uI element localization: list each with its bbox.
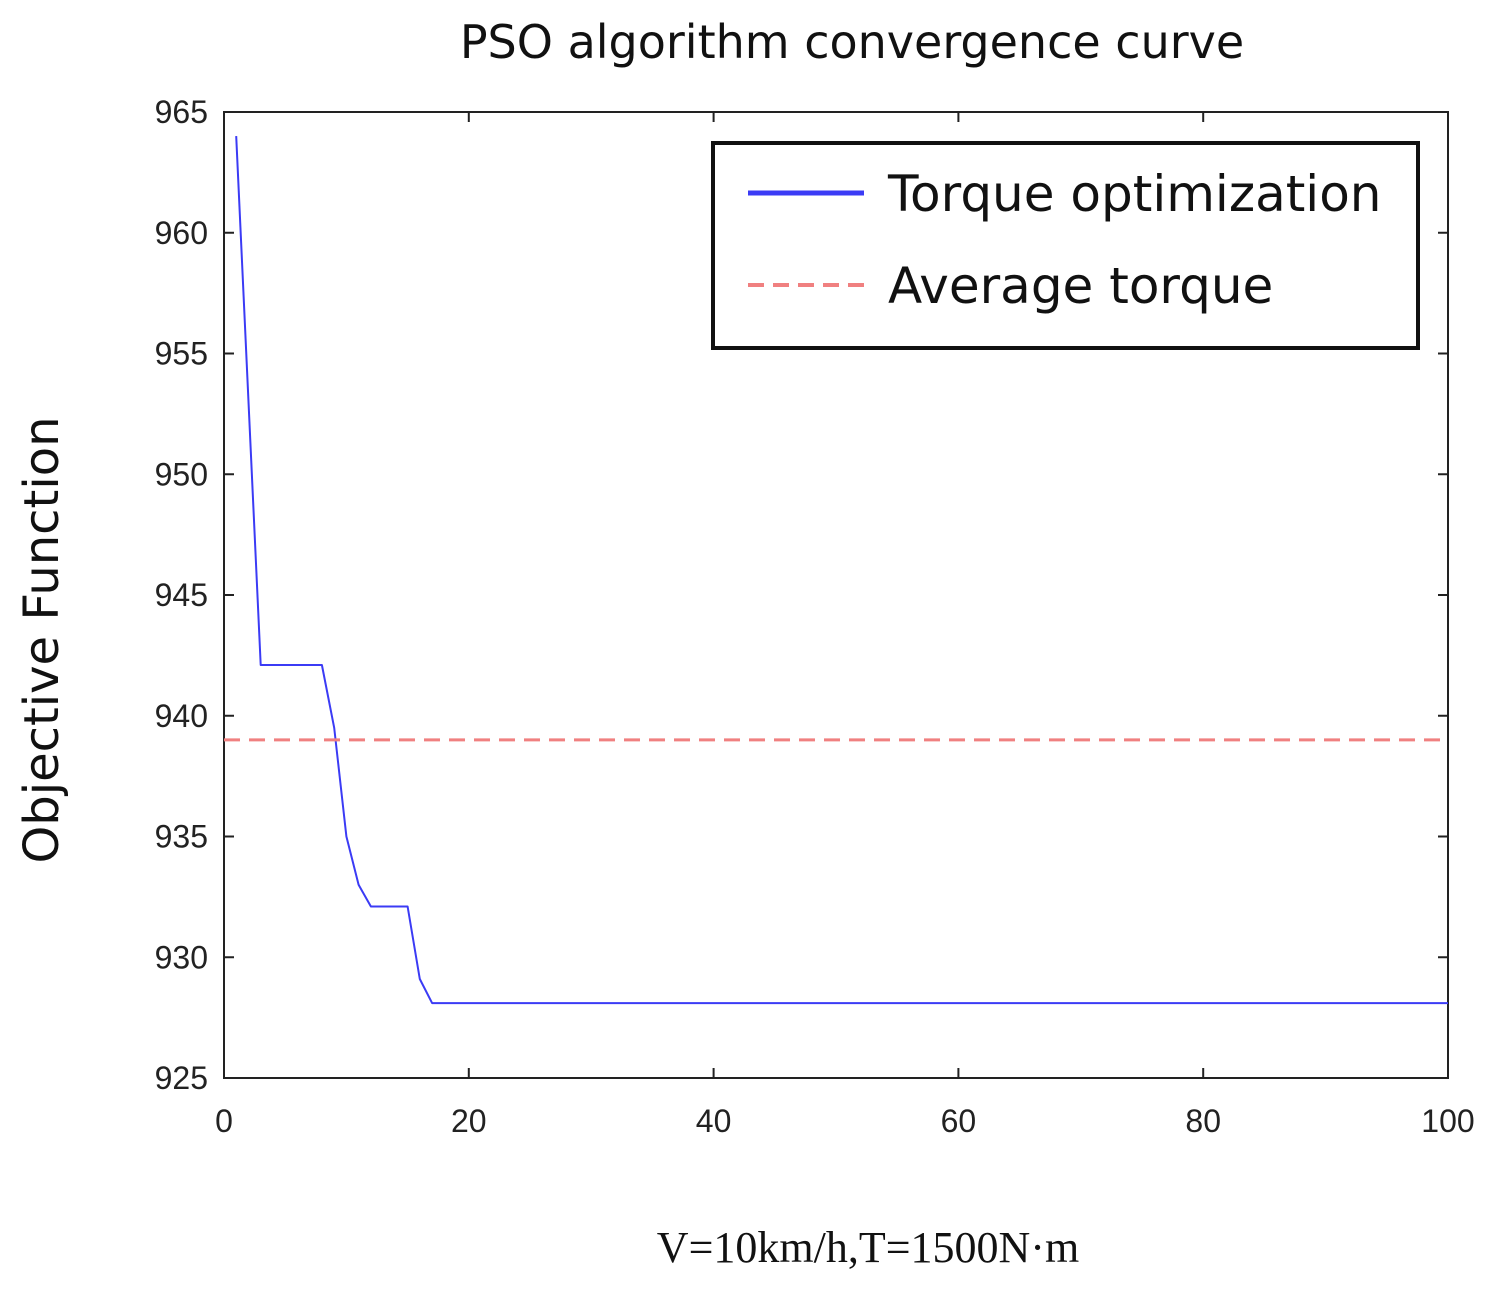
y-tick-label: 950 [155,456,208,492]
x-tick-label: 60 [941,1103,977,1139]
chart-title: PSO algorithm convergence curve [460,15,1244,69]
y-tick-label: 940 [155,698,208,734]
x-tick-label: 40 [696,1103,732,1139]
ticks-layer: 0 20 40 60 80 100 925 930 935 940 945 950 955 960 965 [155,94,1475,1139]
chart-caption: V=10km/h,T=1500N·m [657,1223,1079,1272]
y-tick-label: 925 [155,1060,208,1096]
y-tick-label: 935 [155,819,208,855]
y-tick-label: 930 [155,939,208,975]
y-tick-label: 965 [155,94,208,130]
x-tick-label: 0 [215,1103,233,1139]
x-tick-label: 20 [451,1103,487,1139]
legend: Torque optimization Average torque [711,141,1420,350]
y-tick-label: 955 [155,336,208,372]
y-axis-label: Objective Function [14,416,70,863]
legend-box [711,141,1420,350]
legend-label-torque-optimization: Torque optimization [887,165,1381,223]
legend-label-average-torque: Average torque [888,257,1273,315]
series-line-torque-optimization [235,136,1448,1005]
x-tick-label: 80 [1185,1103,1221,1139]
x-tick-label: 100 [1421,1103,1474,1139]
y-tick-label: 960 [155,215,208,251]
y-tick-label: 945 [155,577,208,613]
series-layer [224,136,1448,1005]
